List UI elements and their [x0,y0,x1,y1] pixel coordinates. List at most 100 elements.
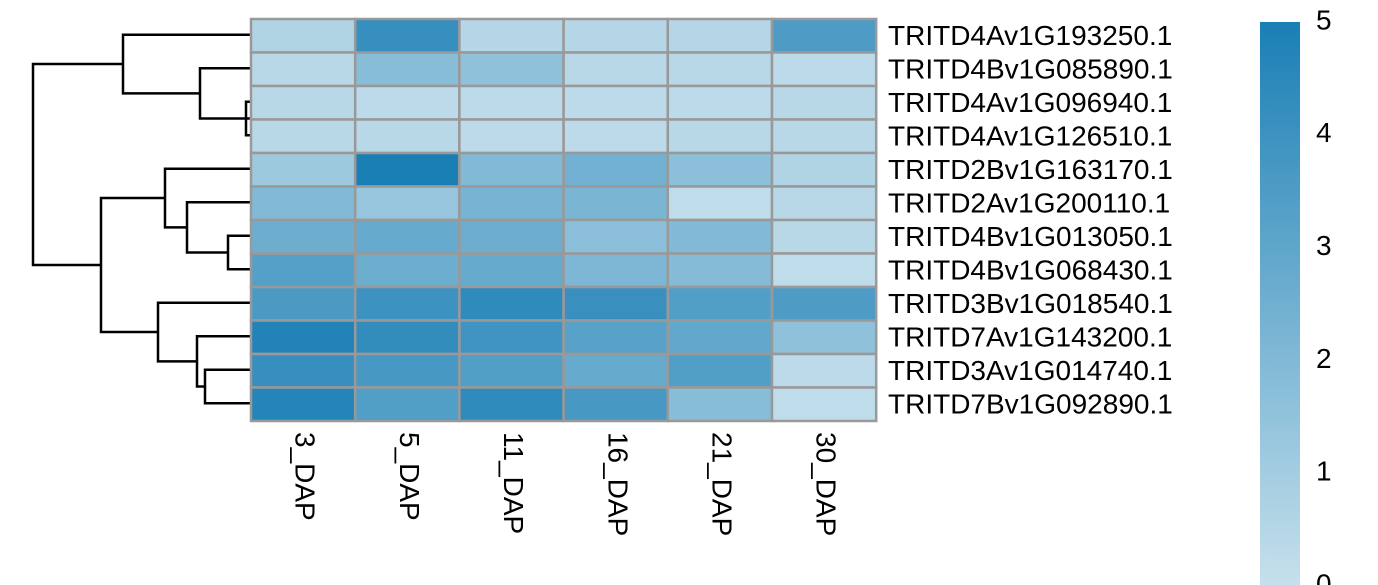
cell [770,51,878,88]
cell [666,84,774,121]
column-label: 11_DAP [498,432,529,534]
row-label: TRITD4Av1G126510.1 [888,121,1172,152]
cell [249,285,357,322]
cell [562,319,670,356]
cell [458,218,565,255]
cell [353,51,461,88]
colorbar-tick-label: 0 [1316,568,1332,585]
row-label: TRITD4Bv1G085890.1 [888,54,1173,85]
cell [562,352,670,389]
cell [770,185,878,222]
cell [353,252,461,289]
cell [666,151,774,188]
column-label: 30_DAP [811,432,842,536]
cell [666,252,774,289]
cell [458,319,565,356]
cell [353,185,461,222]
row-label: TRITD4Av1G193250.1 [888,20,1172,51]
row-label: TRITD7Bv1G092890.1 [888,389,1173,420]
colorbar [1260,22,1300,585]
cell [249,51,357,88]
colorbar-tick-label: 3 [1316,230,1332,261]
cell [666,218,774,255]
cell [353,285,461,322]
cell [562,218,670,255]
cell [249,352,357,389]
cell [666,352,774,389]
row-label: TRITD7Av1G143200.1 [888,322,1172,353]
cell [249,84,357,121]
colorbar-tick-label: 2 [1316,343,1332,374]
cell [249,151,357,188]
cell [353,84,461,121]
cell [353,352,461,389]
cell [458,352,565,389]
cell [770,386,878,423]
cell [458,17,565,54]
cell [770,218,878,255]
cell [249,218,357,255]
colorbar-tick-label: 5 [1316,4,1332,35]
cell [458,386,565,423]
cell [249,252,357,289]
cell [666,285,774,322]
cell [353,151,461,188]
cell [770,285,878,322]
row-label: TRITD3Av1G014740.1 [888,355,1172,386]
cell [770,84,878,121]
cell [458,118,565,155]
column-label: 3_DAP [290,432,321,521]
cell [562,151,670,188]
cell [458,84,565,121]
cell [353,386,461,423]
cell [458,151,565,188]
cell [770,352,878,389]
cell [249,319,357,356]
cell [562,386,670,423]
cell [666,51,774,88]
row-label: TRITD4Av1G096940.1 [888,87,1172,118]
cell [562,84,670,121]
cell [353,319,461,356]
column-label: 5_DAP [394,432,425,521]
cell [770,252,878,289]
cell [770,118,878,155]
cell [249,386,357,423]
row-label: TRITD4Bv1G013050.1 [888,221,1173,252]
cell [249,17,357,54]
row-label: TRITD2Av1G200110.1 [888,188,1170,219]
cell [458,185,565,222]
row-label: TRITD2Bv1G163170.1 [888,154,1173,185]
colorbar-tick-label: 1 [1316,456,1332,487]
cell [666,118,774,155]
cell [353,218,461,255]
cell [666,185,774,222]
cell [353,118,461,155]
column-label: 16_DAP [602,432,633,536]
cell [562,118,670,155]
cell [770,319,878,356]
cell [249,185,357,222]
cell [562,51,670,88]
cell [562,252,670,289]
cell [562,285,670,322]
dendrogram [31,33,250,405]
colorbar-tick-label: 4 [1316,117,1332,148]
cell [666,386,774,423]
row-label: TRITD4Bv1G068430.1 [888,255,1173,286]
cell [562,17,670,54]
cell [770,151,878,188]
heatmap [249,17,878,423]
column-label: 21_DAP [707,432,738,536]
cell [353,17,461,54]
cell [249,118,357,155]
cell [666,17,774,54]
row-label: TRITD3Bv1G018540.1 [888,288,1173,319]
cell [666,319,774,356]
cell [458,252,565,289]
cell [562,185,670,222]
cell [770,17,878,54]
cell [458,285,565,322]
cell [458,51,565,88]
